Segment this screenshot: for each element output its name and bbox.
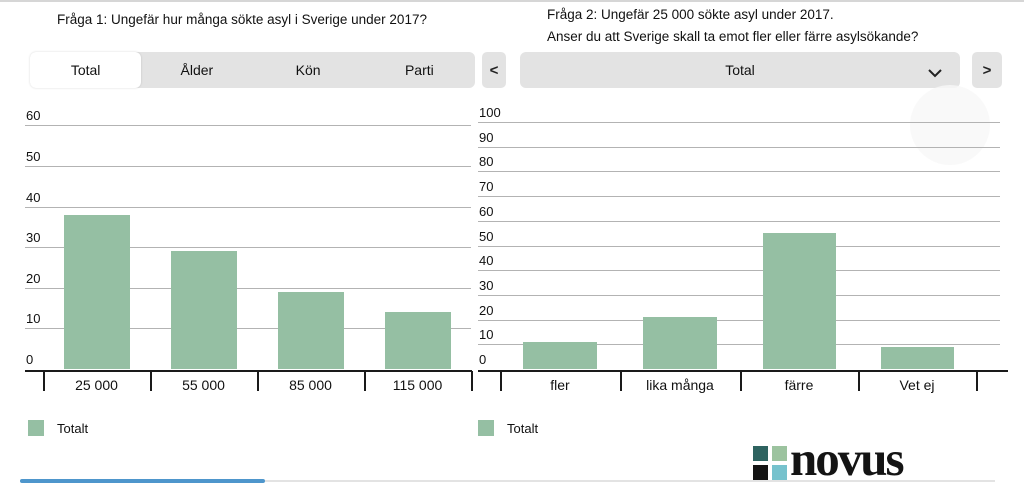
x-axis-category-label: 85 000	[289, 377, 332, 393]
bar-lika-många[interactable]	[643, 317, 717, 369]
y-axis-tick-label: 50	[26, 149, 41, 164]
gridline-20	[478, 319, 1000, 321]
logo-square	[772, 446, 787, 461]
x-axis-tick	[976, 371, 978, 391]
x-axis-tick	[257, 371, 259, 391]
chevron-down-icon	[928, 65, 942, 81]
carousel-prev-button[interactable]: <	[482, 52, 506, 88]
x-axis-tick	[740, 371, 742, 391]
bar-115-000[interactable]	[384, 312, 451, 369]
x-axis-category-label: Vet ej	[899, 377, 935, 393]
gridline-40	[478, 270, 1000, 272]
gridline-30	[478, 294, 1000, 296]
gridline-40	[25, 206, 471, 208]
x-axis-line	[25, 369, 472, 372]
gridline-80	[478, 171, 1000, 173]
watermark-circle	[910, 85, 990, 165]
y-axis-tick-label: 20	[26, 270, 41, 286]
logo-square	[772, 465, 787, 480]
x-axis-category-label: 25 000	[75, 377, 118, 393]
legend-swatch	[478, 420, 494, 436]
y-axis-tick-label: 0	[26, 352, 34, 367]
carousel-next-button[interactable]: >	[972, 52, 1002, 88]
top-border	[0, 0, 1024, 2]
novus-logo: novus	[753, 431, 905, 485]
x-axis-tick	[43, 371, 45, 391]
y-axis-tick-label: 60	[26, 108, 41, 124]
x-axis-category-label: 115 000	[392, 377, 443, 393]
question-2-title-line1: Fråga 2: Ungefär 25 000 sökte asyl under…	[547, 7, 834, 22]
x-axis-tick	[620, 371, 622, 391]
bar-fler[interactable]	[523, 341, 597, 369]
bar-vet-ej[interactable]	[880, 346, 954, 369]
gridline-60	[478, 220, 1000, 222]
logo-square	[753, 446, 768, 461]
x-axis-tick	[471, 371, 473, 391]
novus-logo-text: novus	[790, 431, 905, 485]
x-axis-category-label: lika många	[646, 377, 714, 393]
y-axis-tick-label: 30	[479, 277, 494, 293]
tab-alder[interactable]: Ålder	[180, 62, 214, 78]
y-axis-tick-label: 100	[479, 105, 501, 120]
bar-85-000[interactable]	[277, 291, 344, 369]
legend-label: Totalt	[507, 420, 539, 436]
gridline-50	[478, 245, 1000, 247]
x-axis-tick	[500, 371, 502, 391]
question-1-title: Fråga 1: Ungefär hur många sökte asyl i …	[57, 12, 427, 27]
breakdown-dropdown[interactable]: Total	[520, 52, 960, 88]
y-axis-tick-label: 10	[479, 327, 494, 343]
tab-parti[interactable]: Parti	[404, 62, 434, 78]
legend-question-2: Totalt	[478, 420, 538, 436]
x-axis-line	[478, 369, 1008, 372]
x-axis-category-label: färre	[784, 377, 814, 393]
legend-question-1: Totalt	[28, 420, 88, 436]
logo-square	[753, 465, 768, 480]
horizontal-scrollbar-thumb[interactable]	[20, 479, 265, 483]
y-axis-tick-label: 60	[479, 203, 494, 219]
bar-färre[interactable]	[762, 233, 836, 369]
tab-kon[interactable]: Kön	[295, 62, 321, 78]
y-axis-tick-label: 80	[479, 154, 494, 170]
bar-25-000[interactable]	[63, 214, 130, 369]
x-axis-category-label: fler	[550, 377, 570, 393]
tab-total[interactable]: Total	[30, 52, 142, 88]
y-axis-tick-label: 40	[479, 253, 494, 269]
x-axis-tick	[858, 371, 860, 391]
y-axis-tick-label: 10	[26, 311, 41, 327]
gridline-60	[25, 125, 471, 127]
x-axis-tick	[150, 371, 152, 391]
y-axis-tick-label: 20	[479, 302, 494, 318]
y-axis-tick-label: 0	[479, 352, 487, 367]
question-2-title-line2: Anser du att Sverige skall ta emot fler …	[547, 29, 919, 44]
y-axis-tick-label: 70	[479, 179, 494, 195]
y-axis-tick-label: 30	[26, 230, 41, 246]
legend-swatch	[28, 420, 44, 436]
novus-logo-squares-icon	[753, 446, 787, 480]
y-axis-tick-label: 40	[26, 189, 41, 205]
bar-55-000[interactable]	[170, 251, 237, 369]
breakdown-tabbar: Total Ålder Kön Parti	[30, 52, 475, 88]
gridline-50	[25, 166, 471, 167]
gridline-70	[478, 196, 1000, 198]
breakdown-dropdown-value: Total	[725, 62, 755, 78]
x-axis-tick	[364, 371, 366, 391]
horizontal-scrollbar-track[interactable]	[20, 480, 995, 482]
legend-label: Totalt	[57, 420, 89, 436]
x-axis-category-label: 55 000	[182, 377, 225, 393]
y-axis-tick-label: 50	[479, 228, 494, 244]
y-axis-tick-label: 90	[479, 129, 494, 145]
